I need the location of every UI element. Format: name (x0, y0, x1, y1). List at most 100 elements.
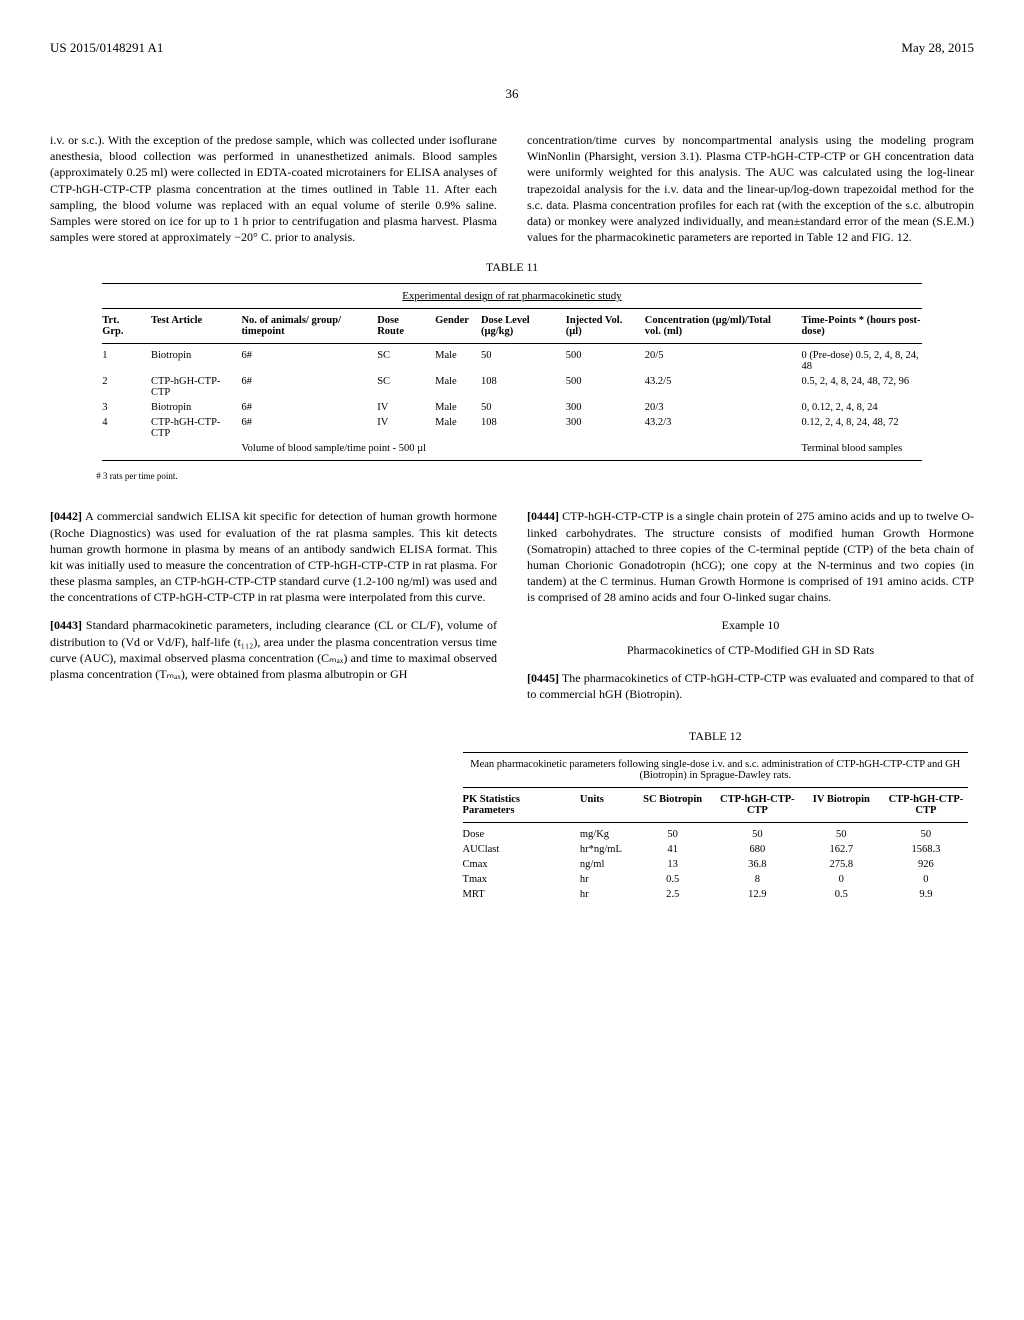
table12-header: IV Biotropin (805, 792, 878, 818)
table12-header: Units (574, 792, 635, 818)
para-label: [0444] (527, 509, 559, 523)
table11-header-row: Trt. Grp. Test Article No. of animals/ g… (96, 313, 928, 339)
table-cell: 0 (Pre-dose) 0.5, 2, 4, 8, 24, 48 (795, 348, 927, 374)
table11-header: Time-Points * (hours post-dose) (795, 313, 927, 339)
table11-footnote: # 3 rats per time point. (96, 471, 974, 481)
table-cell: 4 (96, 415, 145, 441)
table-cell: 41 (635, 842, 710, 857)
table-cell: mg/Kg (574, 827, 635, 842)
table-cell: AUClast (457, 842, 574, 857)
para-text: CTP-hGH-CTP-CTP is a single chain protei… (527, 509, 974, 604)
table-cell: CTP-hGH-CTP-CTP (145, 374, 235, 400)
table11-header: Dose Level (µg/kg) (475, 313, 560, 339)
table-cell: 20/5 (639, 348, 796, 374)
table-cell: 50 (475, 400, 560, 415)
paragraph-0443: [0443] Standard pharmacokinetic paramete… (50, 617, 497, 682)
table-cell: 0.5, 2, 4, 8, 24, 48, 72, 96 (795, 374, 927, 400)
table-cell: 0.5 (805, 887, 878, 902)
table-cell: Cmax (457, 857, 574, 872)
table-cell: 1568.3 (878, 842, 974, 857)
table11-header: Injected Vol. (µl) (560, 313, 639, 339)
table-row: 4 CTP-hGH-CTP-CTP 6# IV Male 108 300 43.… (96, 415, 928, 441)
table-cell: Male (429, 415, 475, 441)
table12-header: PK Statistics Parameters (457, 792, 574, 818)
paragraph-0444: [0444] CTP-hGH-CTP-CTP is a single chain… (527, 508, 974, 605)
table-cell: 300 (560, 400, 639, 415)
right-column-top-text: concentration/time curves by noncompartm… (527, 132, 974, 245)
table-cell: 12.9 (710, 887, 805, 902)
para-label: [0442] (50, 509, 82, 523)
table-cell: 500 (560, 348, 639, 374)
left-column-top-text: i.v. or s.c.). With the exception of the… (50, 132, 497, 245)
table-cell: 13 (635, 857, 710, 872)
table-cell: CTP-hGH-CTP-CTP (145, 415, 235, 441)
table-row: 3 Biotropin 6# IV Male 50 300 20/3 0, 0.… (96, 400, 928, 415)
table-cell: Tmax (457, 872, 574, 887)
table-cell: 0 (878, 872, 974, 887)
table-cell: 36.8 (710, 857, 805, 872)
table-cell: 50 (805, 827, 878, 842)
table-cell: 6# (235, 348, 371, 374)
table-cell: Biotropin (145, 400, 235, 415)
table-cell: SC (371, 348, 429, 374)
table-cell: 6# (235, 374, 371, 400)
para-text: The pharmacokinetics of CTP-hGH-CTP-CTP … (527, 671, 974, 701)
table-cell: 1 (96, 348, 145, 374)
example-subtitle: Pharmacokinetics of CTP-Modified GH in S… (527, 642, 974, 658)
table12-caption: TABLE 12 (457, 729, 974, 744)
table-cell: hr (574, 872, 635, 887)
table-row: Dose mg/Kg 50 50 50 50 (457, 827, 974, 842)
table-row: Volume of blood sample/time point - 500 … (96, 441, 928, 456)
example-number: Example 10 (527, 617, 974, 633)
table-cell: 8 (710, 872, 805, 887)
table-cell: Male (429, 374, 475, 400)
table-cell: 6# (235, 415, 371, 441)
table-row: AUClast hr*ng/mL 41 680 162.7 1568.3 (457, 842, 974, 857)
table-row: Tmax hr 0.5 8 0 0 (457, 872, 974, 887)
table-row: 2 CTP-hGH-CTP-CTP 6# SC Male 108 500 43.… (96, 374, 928, 400)
paragraph-0442: [0442] A commercial sandwich ELISA kit s… (50, 508, 497, 605)
table-cell: 680 (710, 842, 805, 857)
paragraph-0445: [0445] The pharmacokinetics of CTP-hGH-C… (527, 670, 974, 702)
para-text: Standard pharmacokinetic parameters, inc… (50, 618, 497, 681)
table-cell: 2.5 (635, 887, 710, 902)
table-row: Cmax ng/ml 13 36.8 275.8 926 (457, 857, 974, 872)
table12-header: CTP-hGH-CTP-CTP (878, 792, 974, 818)
table11-header: No. of animals/ group/ timepoint (235, 313, 371, 339)
table-cell: 9.9 (878, 887, 974, 902)
table-cell: 50 (710, 827, 805, 842)
table-row: MRT hr 2.5 12.9 0.5 9.9 (457, 887, 974, 902)
table-cell: Dose (457, 827, 574, 842)
table-cell: MRT (457, 887, 574, 902)
table11: Experimental design of rat pharmacokinet… (96, 279, 928, 465)
table-cell: 20/3 (639, 400, 796, 415)
table-cell: 500 (560, 374, 639, 400)
table-cell: 300 (560, 415, 639, 441)
table-cell: IV (371, 415, 429, 441)
table-cell: 0.12, 2, 4, 8, 24, 48, 72 (795, 415, 927, 441)
table-cell: 50 (635, 827, 710, 842)
table-cell: 162.7 (805, 842, 878, 857)
table-row: 1 Biotropin 6# SC Male 50 500 20/5 0 (Pr… (96, 348, 928, 374)
table-cell: SC (371, 374, 429, 400)
table-cell: 0 (805, 872, 878, 887)
table-cell: 43.2/3 (639, 415, 796, 441)
table-cell: 50 (878, 827, 974, 842)
table11-subcaption: Experimental design of rat pharmacokinet… (96, 288, 928, 304)
table12: Mean pharmacokinetic parameters followin… (457, 748, 974, 902)
patent-number: US 2015/0148291 A1 (50, 40, 163, 56)
table11-header: Concentration (µg/ml)/Total vol. (ml) (639, 313, 796, 339)
table-cell: 926 (878, 857, 974, 872)
table-cell: 43.2/5 (639, 374, 796, 400)
table-cell: 3 (96, 400, 145, 415)
table-cell: hr*ng/mL (574, 842, 635, 857)
table-cell: Biotropin (145, 348, 235, 374)
table-cell: hr (574, 887, 635, 902)
table-cell: 0.5 (635, 872, 710, 887)
table11-foot-right: Terminal blood samples (795, 441, 927, 456)
para-label: [0443] (50, 618, 82, 632)
patent-date: May 28, 2015 (901, 40, 974, 56)
table12-header-row: PK Statistics Parameters Units SC Biotro… (457, 792, 974, 818)
table12-header: SC Biotropin (635, 792, 710, 818)
table11-caption: TABLE 11 (50, 260, 974, 275)
